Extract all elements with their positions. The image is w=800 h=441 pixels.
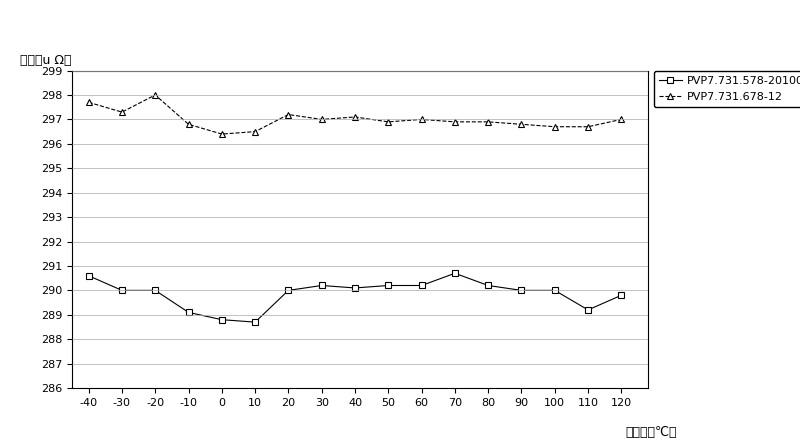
PVP7.731.678-12 <box>184 122 194 127</box>
PVP7.731.578-20100701-2 <box>583 307 593 313</box>
PVP7.731.578-20100701-2 <box>483 283 493 288</box>
PVP7.731.678-12 <box>350 114 360 120</box>
PVP7.731.678-12 <box>583 124 593 129</box>
PVP7.731.578-20100701-2 <box>617 293 626 298</box>
PVP7.731.578-20100701-2 <box>350 285 360 291</box>
PVP7.731.678-12 <box>550 124 559 129</box>
Text: 测试点（℃）: 测试点（℃） <box>626 426 677 439</box>
PVP7.731.578-20100701-2 <box>84 273 94 278</box>
PVP7.731.578-20100701-2 <box>417 283 426 288</box>
PVP7.731.578-20100701-2 <box>184 310 194 315</box>
PVP7.731.578-20100701-2 <box>550 288 559 293</box>
PVP7.731.678-12 <box>317 117 326 122</box>
Line: PVP7.731.578-20100701-2: PVP7.731.578-20100701-2 <box>86 270 624 325</box>
PVP7.731.678-12 <box>217 131 226 137</box>
PVP7.731.678-12 <box>450 119 460 124</box>
PVP7.731.578-20100701-2 <box>317 283 326 288</box>
PVP7.731.678-12 <box>84 100 94 105</box>
PVP7.731.678-12 <box>383 119 393 124</box>
PVP7.731.678-12 <box>483 119 493 124</box>
PVP7.731.578-20100701-2 <box>517 288 526 293</box>
PVP7.731.678-12 <box>517 122 526 127</box>
PVP7.731.678-12 <box>250 129 260 134</box>
PVP7.731.578-20100701-2 <box>250 319 260 325</box>
Line: PVP7.731.678-12: PVP7.731.678-12 <box>85 92 625 138</box>
PVP7.731.578-20100701-2 <box>383 283 393 288</box>
PVP7.731.678-12 <box>417 117 426 122</box>
PVP7.731.578-20100701-2 <box>450 271 460 276</box>
Legend: PVP7.731.578-20100701-2, PVP7.731.678-12: PVP7.731.578-20100701-2, PVP7.731.678-12 <box>654 71 800 107</box>
PVP7.731.578-20100701-2 <box>150 288 160 293</box>
PVP7.731.678-12 <box>150 92 160 97</box>
PVP7.731.678-12 <box>617 117 626 122</box>
PVP7.731.578-20100701-2 <box>284 288 294 293</box>
PVP7.731.578-20100701-2 <box>117 288 126 293</box>
Text: 阻値（u Ω）: 阻値（u Ω） <box>20 54 72 67</box>
PVP7.731.678-12 <box>284 112 294 117</box>
PVP7.731.678-12 <box>117 109 126 115</box>
PVP7.731.578-20100701-2 <box>217 317 226 322</box>
